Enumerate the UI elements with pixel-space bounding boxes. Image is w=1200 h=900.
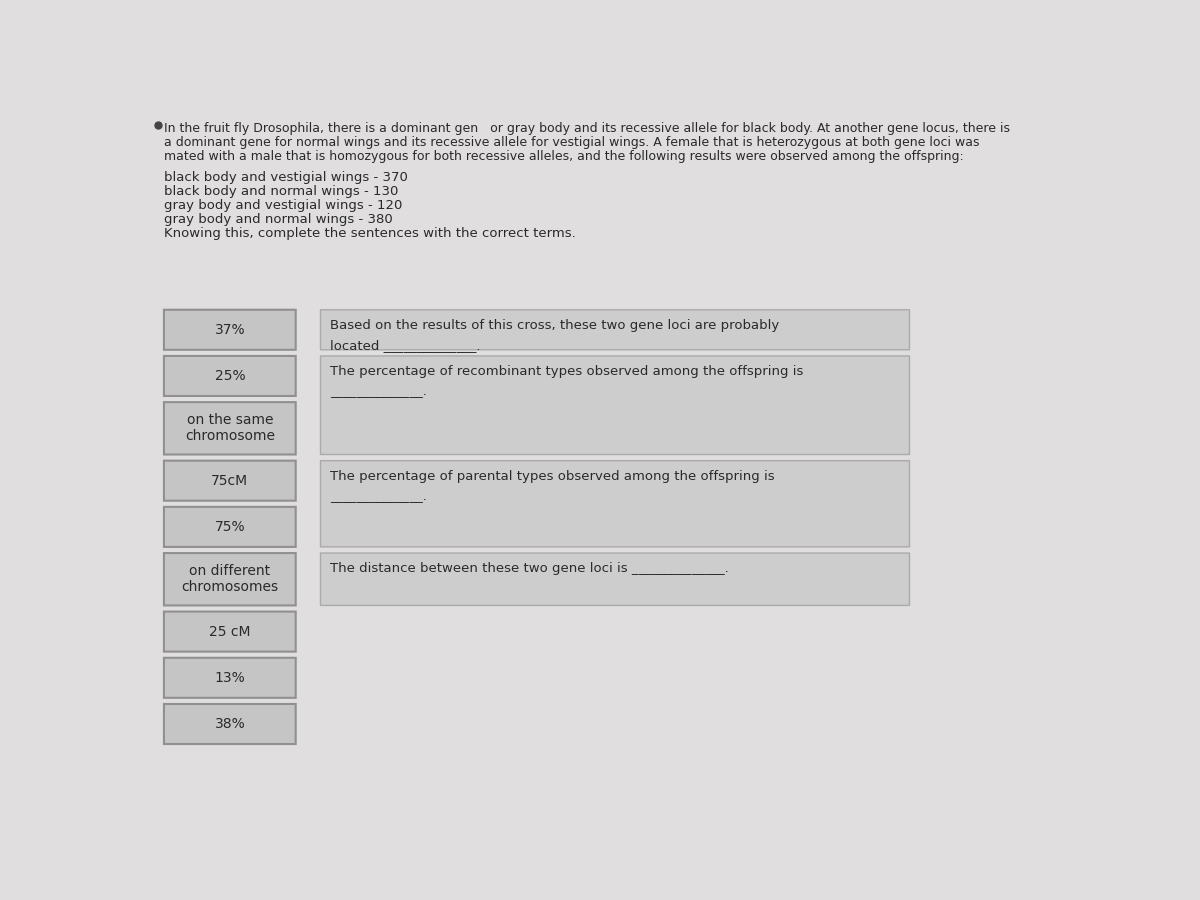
Text: The distance between these two gene loci is ______________.: The distance between these two gene loci… bbox=[330, 562, 728, 575]
Text: 75%: 75% bbox=[215, 520, 245, 534]
FancyBboxPatch shape bbox=[164, 612, 295, 652]
Text: on different
chromosomes: on different chromosomes bbox=[181, 564, 278, 594]
Text: on the same
chromosome: on the same chromosome bbox=[185, 413, 275, 444]
FancyBboxPatch shape bbox=[164, 704, 295, 744]
FancyBboxPatch shape bbox=[320, 310, 910, 350]
FancyBboxPatch shape bbox=[164, 310, 295, 350]
Text: mated with a male that is homozygous for both recessive alleles, and the followi: mated with a male that is homozygous for… bbox=[164, 149, 964, 163]
Text: Based on the results of this cross, these two gene loci are probably
located ___: Based on the results of this cross, thes… bbox=[330, 319, 779, 352]
Text: gray body and vestigial wings - 120: gray body and vestigial wings - 120 bbox=[164, 199, 402, 212]
FancyBboxPatch shape bbox=[164, 507, 295, 547]
Text: gray body and normal wings - 380: gray body and normal wings - 380 bbox=[164, 212, 392, 226]
Text: 25%: 25% bbox=[215, 369, 245, 383]
FancyBboxPatch shape bbox=[320, 461, 910, 547]
FancyBboxPatch shape bbox=[164, 402, 295, 454]
FancyBboxPatch shape bbox=[164, 461, 295, 500]
Text: black body and normal wings - 130: black body and normal wings - 130 bbox=[164, 185, 398, 198]
Text: black body and vestigial wings - 370: black body and vestigial wings - 370 bbox=[164, 171, 408, 184]
Text: Knowing this, complete the sentences with the correct terms.: Knowing this, complete the sentences wit… bbox=[164, 227, 576, 239]
Text: 37%: 37% bbox=[215, 323, 245, 337]
FancyBboxPatch shape bbox=[164, 554, 295, 606]
FancyBboxPatch shape bbox=[164, 356, 295, 396]
Text: 38%: 38% bbox=[215, 717, 245, 731]
FancyBboxPatch shape bbox=[320, 356, 910, 454]
Text: The percentage of recombinant types observed among the offspring is
____________: The percentage of recombinant types obse… bbox=[330, 365, 803, 398]
Text: 75cM: 75cM bbox=[211, 473, 248, 488]
Text: 25 cM: 25 cM bbox=[209, 625, 251, 639]
Text: 13%: 13% bbox=[215, 670, 245, 685]
FancyBboxPatch shape bbox=[320, 554, 910, 606]
Text: In the fruit fly Drosophila, there is a dominant gen   or gray body and its rece: In the fruit fly Drosophila, there is a … bbox=[164, 122, 1010, 135]
FancyBboxPatch shape bbox=[164, 658, 295, 698]
Text: The percentage of parental types observed among the offspring is
______________.: The percentage of parental types observe… bbox=[330, 470, 774, 503]
Text: a dominant gene for normal wings and its recessive allele for vestigial wings. A: a dominant gene for normal wings and its… bbox=[164, 136, 979, 149]
